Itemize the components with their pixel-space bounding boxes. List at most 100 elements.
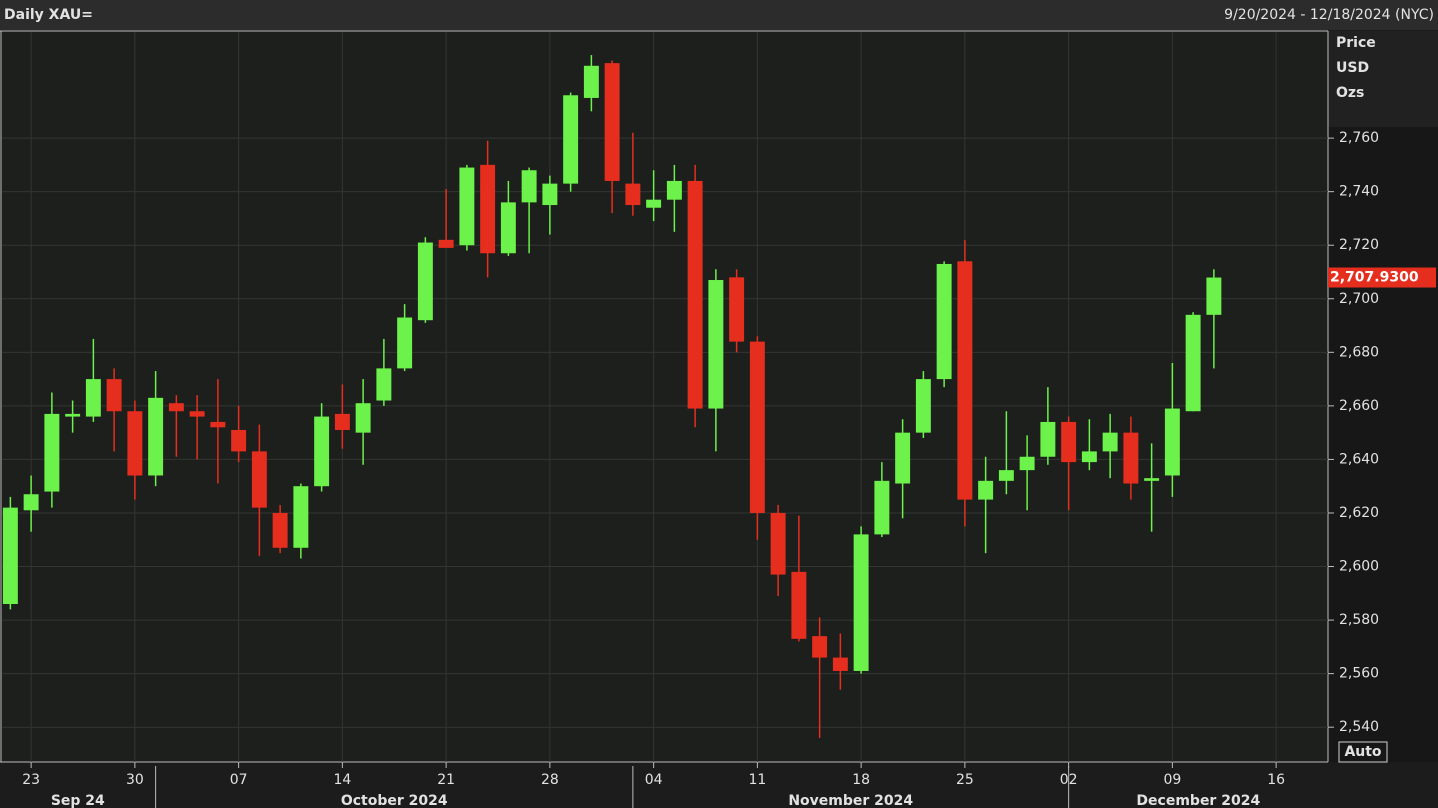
candle-body [376, 368, 392, 401]
candle-body [417, 242, 433, 321]
y-tick-label: 2,700 [1339, 291, 1379, 307]
candle-body [853, 534, 869, 671]
x-tick-label: 11 [748, 772, 766, 788]
candle-body [480, 164, 496, 254]
candle-body [189, 411, 205, 417]
candle-body [542, 183, 558, 206]
chart-title: Daily XAU= [4, 7, 93, 23]
x-tick-label: 30 [126, 772, 144, 788]
candle-body [127, 411, 143, 476]
month-label: Sep 24 [51, 793, 105, 808]
axis-header [1328, 31, 1438, 127]
candle-body [106, 379, 122, 412]
candle-body [1061, 421, 1077, 463]
candle-body [2, 507, 18, 605]
auto-button-label[interactable]: Auto [1344, 744, 1381, 760]
candle-body [355, 403, 371, 433]
month-label: October 2024 [341, 793, 448, 808]
candle-body [1144, 478, 1160, 481]
candle-body [749, 341, 765, 513]
plot-area [0, 31, 1328, 762]
candle-body [1040, 421, 1056, 457]
header-bar [0, 0, 1438, 30]
candle-body [915, 379, 931, 433]
candle-body [563, 95, 579, 184]
candle-body [770, 512, 786, 575]
candle-body [874, 480, 890, 535]
candle-body [978, 480, 994, 500]
candle-body [272, 512, 288, 548]
x-tick-label: 21 [437, 772, 455, 788]
candle-body [646, 199, 662, 208]
candle-body [334, 413, 350, 430]
month-label: November 2024 [788, 793, 913, 808]
candle-body [583, 65, 599, 98]
candle-body [687, 180, 703, 409]
candle-body [729, 277, 745, 342]
candle-body [168, 403, 184, 412]
candle-body [604, 63, 620, 181]
last-price-box [1328, 267, 1436, 288]
x-tick-label: 09 [1163, 772, 1181, 788]
candle-body [438, 239, 454, 248]
candle-body [1081, 451, 1097, 463]
y-tick-label: 2,720 [1339, 237, 1379, 253]
y-tick-label: 2,680 [1339, 344, 1379, 360]
y-tick-label: 2,760 [1339, 130, 1379, 146]
x-tick-label: 04 [645, 772, 663, 788]
x-tick-label: 07 [230, 772, 248, 788]
y-tick-label: 2,620 [1339, 505, 1379, 521]
candle-body [957, 261, 973, 500]
y-tick-label: 2,600 [1339, 559, 1379, 575]
candle-body [314, 416, 330, 487]
y-tick-label: 2,560 [1339, 666, 1379, 682]
x-tick-label: 18 [852, 772, 870, 788]
candle-body [936, 263, 952, 380]
x-tick-label: 25 [956, 772, 974, 788]
candle-body [459, 167, 475, 246]
candle-body [44, 413, 60, 492]
candle-body [666, 180, 682, 200]
candle-body [293, 486, 309, 548]
candle-body [812, 636, 828, 658]
candle-body [500, 202, 516, 254]
x-tick-label: 28 [541, 772, 559, 788]
x-tick-label: 23 [22, 772, 40, 788]
candle-body [1185, 314, 1201, 412]
candle-body [251, 451, 267, 508]
candle-body [521, 170, 537, 203]
axis-label: Price [1336, 35, 1376, 51]
candle-body [625, 183, 641, 206]
candle-body [1019, 456, 1035, 471]
candle-body [23, 494, 39, 511]
auto-button[interactable] [1338, 741, 1388, 763]
y-axis-area [1328, 31, 1438, 762]
month-label: December 2024 [1136, 793, 1260, 808]
y-tick-label: 2,740 [1339, 184, 1379, 200]
candle-body [1123, 432, 1139, 484]
candle-body [148, 397, 164, 476]
candle-body [998, 470, 1014, 481]
y-tick-label: 2,640 [1339, 451, 1379, 467]
candle-body [231, 429, 247, 452]
candle-body [708, 280, 724, 409]
candle-body [65, 413, 81, 417]
candle-body [210, 421, 226, 428]
y-tick-label: 2,580 [1339, 612, 1379, 628]
candle-body [397, 317, 413, 369]
candle-body [895, 432, 911, 484]
candle-body [1164, 408, 1180, 476]
candle-body [791, 571, 807, 639]
axis-label: Ozs [1336, 85, 1364, 101]
candle-body [1206, 277, 1222, 315]
axis-label: USD [1336, 60, 1369, 76]
last-price-label: 2,707.9300 [1330, 270, 1419, 286]
candle-body [1102, 432, 1118, 452]
candle-body [85, 379, 101, 417]
candle-body [832, 657, 848, 671]
y-tick-label: 2,540 [1339, 719, 1379, 735]
date-range: 9/20/2024 - 12/18/2024 (NYC) [1224, 7, 1434, 23]
x-tick-label: 14 [333, 772, 351, 788]
